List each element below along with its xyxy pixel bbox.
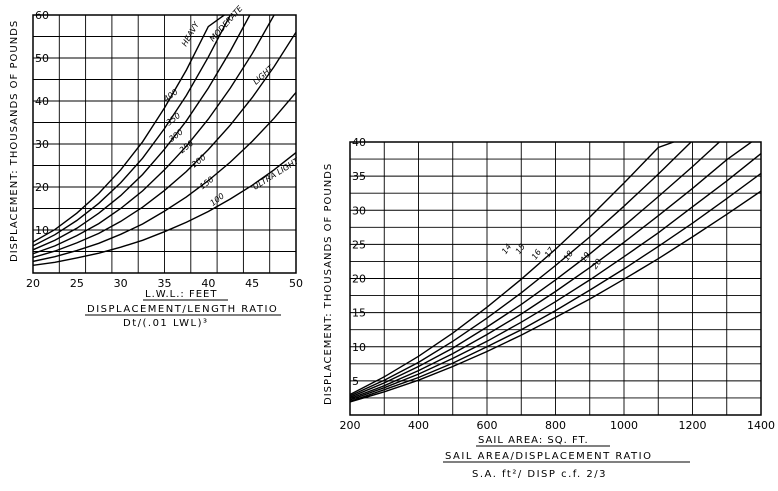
series-line-200 — [33, 31, 296, 259]
chart1-y-axis-label: DISPLACEMENT: THOUSANDS OF POUNDS — [9, 20, 20, 262]
chart1-subtitle-line1: DISPLACEMENT/LENGTH RATIO — [87, 304, 278, 315]
x-tick-label: 35 — [158, 277, 172, 290]
x-tick-label: 400 — [408, 419, 429, 432]
y-tick-label: 40 — [352, 136, 366, 149]
region-label-ultra-light: ULTRA LIGHT — [251, 156, 301, 192]
x-tick-label: 30 — [114, 277, 128, 290]
curve-label-200: 200 — [190, 153, 208, 170]
curve-label-250: 250 — [178, 139, 196, 156]
series-line-300 — [33, 15, 251, 251]
series-line-17 — [350, 142, 753, 400]
y-tick-label: 30 — [35, 138, 49, 151]
x-tick-label: 1200 — [679, 419, 707, 432]
y-tick-label: 60 — [35, 9, 49, 22]
y-tick-label: 35 — [352, 170, 366, 183]
y-tick-label: 10 — [352, 341, 366, 354]
curve-label-17: 17 — [543, 245, 557, 259]
x-tick-label: 1400 — [747, 419, 775, 432]
y-tick-label: 40 — [35, 95, 49, 108]
x-tick-label: 20 — [26, 277, 40, 290]
region-label-light: LIGHT — [251, 63, 276, 86]
y-tick-label: 20 — [35, 181, 49, 194]
series-line-400 — [33, 15, 226, 243]
chart2-curves — [350, 142, 761, 403]
series-line-19 — [350, 172, 761, 403]
chart2-x-ticks: 200 400 600 800 1000 1200 1400 — [340, 419, 776, 432]
x-tick-label: 45 — [245, 277, 259, 290]
x-tick-label: 25 — [70, 277, 84, 290]
series-line-150 — [33, 91, 296, 263]
chart2-subtitle-line2: S.A. ft²/ DISP c.f. 2/3 — [472, 469, 607, 480]
y-tick-label: 5 — [352, 375, 359, 388]
series-line-350 — [33, 15, 231, 247]
chart1-plot-frame — [32, 14, 297, 274]
series-line-16 — [350, 142, 721, 398]
chart1-grid — [33, 15, 296, 273]
series-line-14 — [350, 142, 676, 396]
chart2-y-axis-label: DISPLACEMENT: THOUSANDS OF POUNDS — [323, 163, 334, 405]
x-tick-label: 50 — [289, 277, 303, 290]
y-tick-label: 15 — [352, 307, 366, 320]
chart1-x-ticks: 20 25 30 35 40 45 50 — [26, 277, 303, 290]
displacement-length-chart: 20 25 30 35 40 45 50 10 20 30 40 50 60 100150200250… — [9, 3, 303, 329]
series-line-20 — [350, 190, 761, 403]
series-line-100 — [33, 152, 296, 266]
series-line-250 — [33, 15, 275, 255]
series-line-15 — [350, 142, 693, 397]
x-tick-label: 600 — [477, 419, 498, 432]
x-tick-label: 200 — [340, 419, 361, 432]
x-tick-label: 40 — [201, 277, 215, 290]
y-tick-label: 25 — [352, 238, 366, 251]
y-tick-label: 10 — [35, 224, 49, 237]
y-tick-label: 20 — [352, 273, 366, 286]
chart1-x-axis-label: L.W.L.: FEET — [145, 289, 217, 300]
series-line-18 — [350, 153, 761, 401]
y-tick-label: 50 — [35, 52, 49, 65]
chart1-subtitle-line2: Dt/(.01 LWL)³ — [123, 318, 209, 329]
sail-area-displacement-chart: 200 400 600 800 1000 1200 1400 5 10 15 20 25 30 35 40… — [323, 136, 776, 480]
chart1-curves — [33, 15, 296, 266]
chart2-y-ticks: 5 10 15 20 25 30 35 40 — [352, 136, 366, 388]
curve-label-300: 300 — [167, 127, 185, 144]
x-tick-label: 800 — [545, 419, 566, 432]
chart1-y-ticks: 10 20 30 40 50 60 — [35, 9, 49, 237]
curve-label-16: 16 — [530, 248, 543, 262]
chart2-subtitle-line1: SAIL AREA/DISPLACEMENT RATIO — [445, 451, 652, 462]
curve-label-350: 350 — [165, 111, 183, 128]
chart2-x-axis-label: SAIL AREA: SQ. FT. — [478, 435, 589, 446]
x-tick-label: 1000 — [610, 419, 638, 432]
y-tick-label: 30 — [352, 204, 366, 217]
chart2-plot-frame — [349, 141, 762, 416]
